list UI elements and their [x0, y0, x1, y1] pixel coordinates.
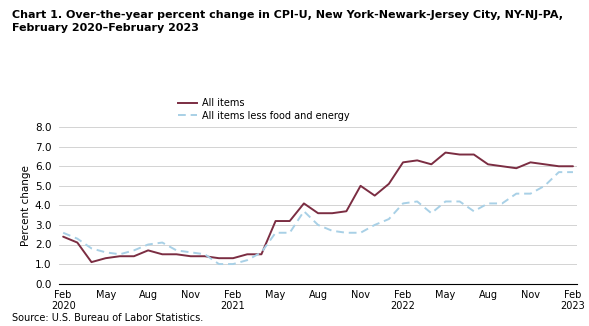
Legend: All items, All items less food and energy: All items, All items less food and energ… [178, 98, 350, 121]
Text: Source: U.S. Bureau of Labor Statistics.: Source: U.S. Bureau of Labor Statistics. [12, 313, 203, 323]
Y-axis label: Percent change: Percent change [21, 165, 31, 246]
Text: Chart 1. Over-the-year percent change in CPI-U, New York-Newark-Jersey City, NY-: Chart 1. Over-the-year percent change in… [12, 10, 562, 33]
